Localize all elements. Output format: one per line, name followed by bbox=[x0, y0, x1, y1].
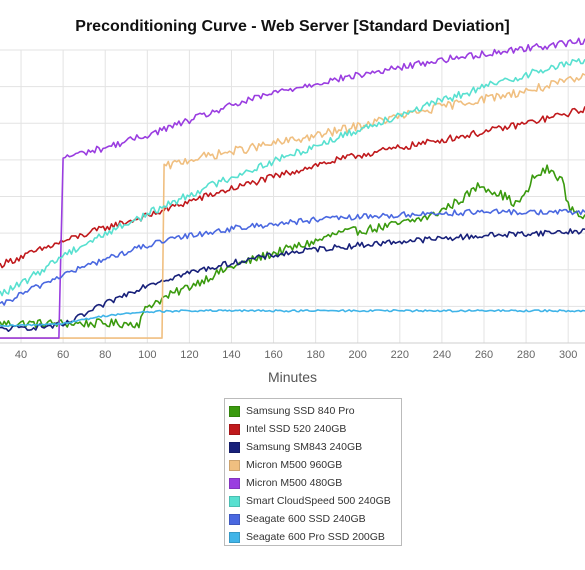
legend-label: Smart CloudSpeed 500 240GB bbox=[246, 495, 391, 507]
series-line-5 bbox=[0, 37, 585, 339]
x-tick-label: 240 bbox=[433, 349, 451, 361]
legend-item: Samsung SM843 240GB bbox=[229, 438, 401, 456]
legend-swatch bbox=[229, 405, 240, 417]
x-tick-label: 140 bbox=[222, 349, 240, 361]
legend-swatch bbox=[229, 423, 240, 435]
series-line-1 bbox=[0, 164, 585, 329]
x-tick-label: 260 bbox=[475, 349, 493, 361]
legend-label: Micron M500 480GB bbox=[246, 477, 343, 489]
legend-label: Intel SSD 520 240GB bbox=[246, 423, 347, 435]
x-tick-label: 280 bbox=[517, 349, 535, 361]
x-tick-label: 100 bbox=[138, 349, 156, 361]
legend-item: Seagate 600 SSD 240GB bbox=[229, 510, 401, 528]
legend-label: Micron M500 960GB bbox=[246, 459, 343, 471]
series-line-3 bbox=[0, 228, 585, 333]
legend-label: Samsung SM843 240GB bbox=[246, 441, 363, 453]
legend-swatch bbox=[229, 513, 240, 525]
chart-title: Preconditioning Curve - Web Server [Stan… bbox=[75, 18, 510, 35]
legend-item: Micron M500 960GB bbox=[229, 456, 401, 474]
x-tick-label: 160 bbox=[264, 349, 282, 361]
legend-item: Samsung SSD 840 Pro bbox=[229, 402, 401, 420]
legend-swatch bbox=[229, 531, 240, 543]
legend-item: Intel SSD 520 240GB bbox=[229, 420, 401, 438]
x-tick-label: 300 bbox=[559, 349, 577, 361]
series-line-4 bbox=[0, 73, 585, 339]
legend-label: Samsung SSD 840 Pro bbox=[246, 405, 355, 417]
legend-item: Smart CloudSpeed 500 240GB bbox=[229, 492, 401, 510]
legend-item: Micron M500 480GB bbox=[229, 474, 401, 492]
legend-item: Seagate 600 Pro SSD 200GB bbox=[229, 528, 401, 546]
legend: Samsung SSD 840 Pro Intel SSD 520 240GB Sa… bbox=[224, 398, 402, 546]
x-axis-label: Minutes bbox=[267, 369, 318, 385]
legend-swatch bbox=[229, 459, 240, 471]
x-tick-label: 220 bbox=[391, 349, 409, 361]
series-line-2 bbox=[0, 106, 585, 269]
x-tick-label: 80 bbox=[99, 349, 111, 361]
legend-swatch bbox=[229, 441, 240, 453]
series-line-6 bbox=[0, 58, 585, 297]
legend-swatch bbox=[229, 477, 240, 489]
x-tick-label: 60 bbox=[57, 349, 69, 361]
x-tick-label: 40 bbox=[15, 349, 27, 361]
series-line-7 bbox=[0, 208, 585, 306]
x-axis-ticks: 40 60 80 100 120 140 160 180 200 220 240 260 280 300 bbox=[15, 349, 577, 361]
legend-label: Seagate 600 SSD 240GB bbox=[246, 513, 366, 525]
legend-swatch bbox=[229, 495, 240, 507]
x-tick-label: 180 bbox=[306, 349, 324, 361]
grid bbox=[0, 49, 585, 344]
legend-label: Seagate 600 Pro SSD 200GB bbox=[246, 531, 385, 543]
x-tick-label: 120 bbox=[180, 349, 198, 361]
x-tick-label: 200 bbox=[349, 349, 367, 361]
series-line-8 bbox=[0, 308, 585, 328]
series-layer bbox=[0, 37, 585, 339]
